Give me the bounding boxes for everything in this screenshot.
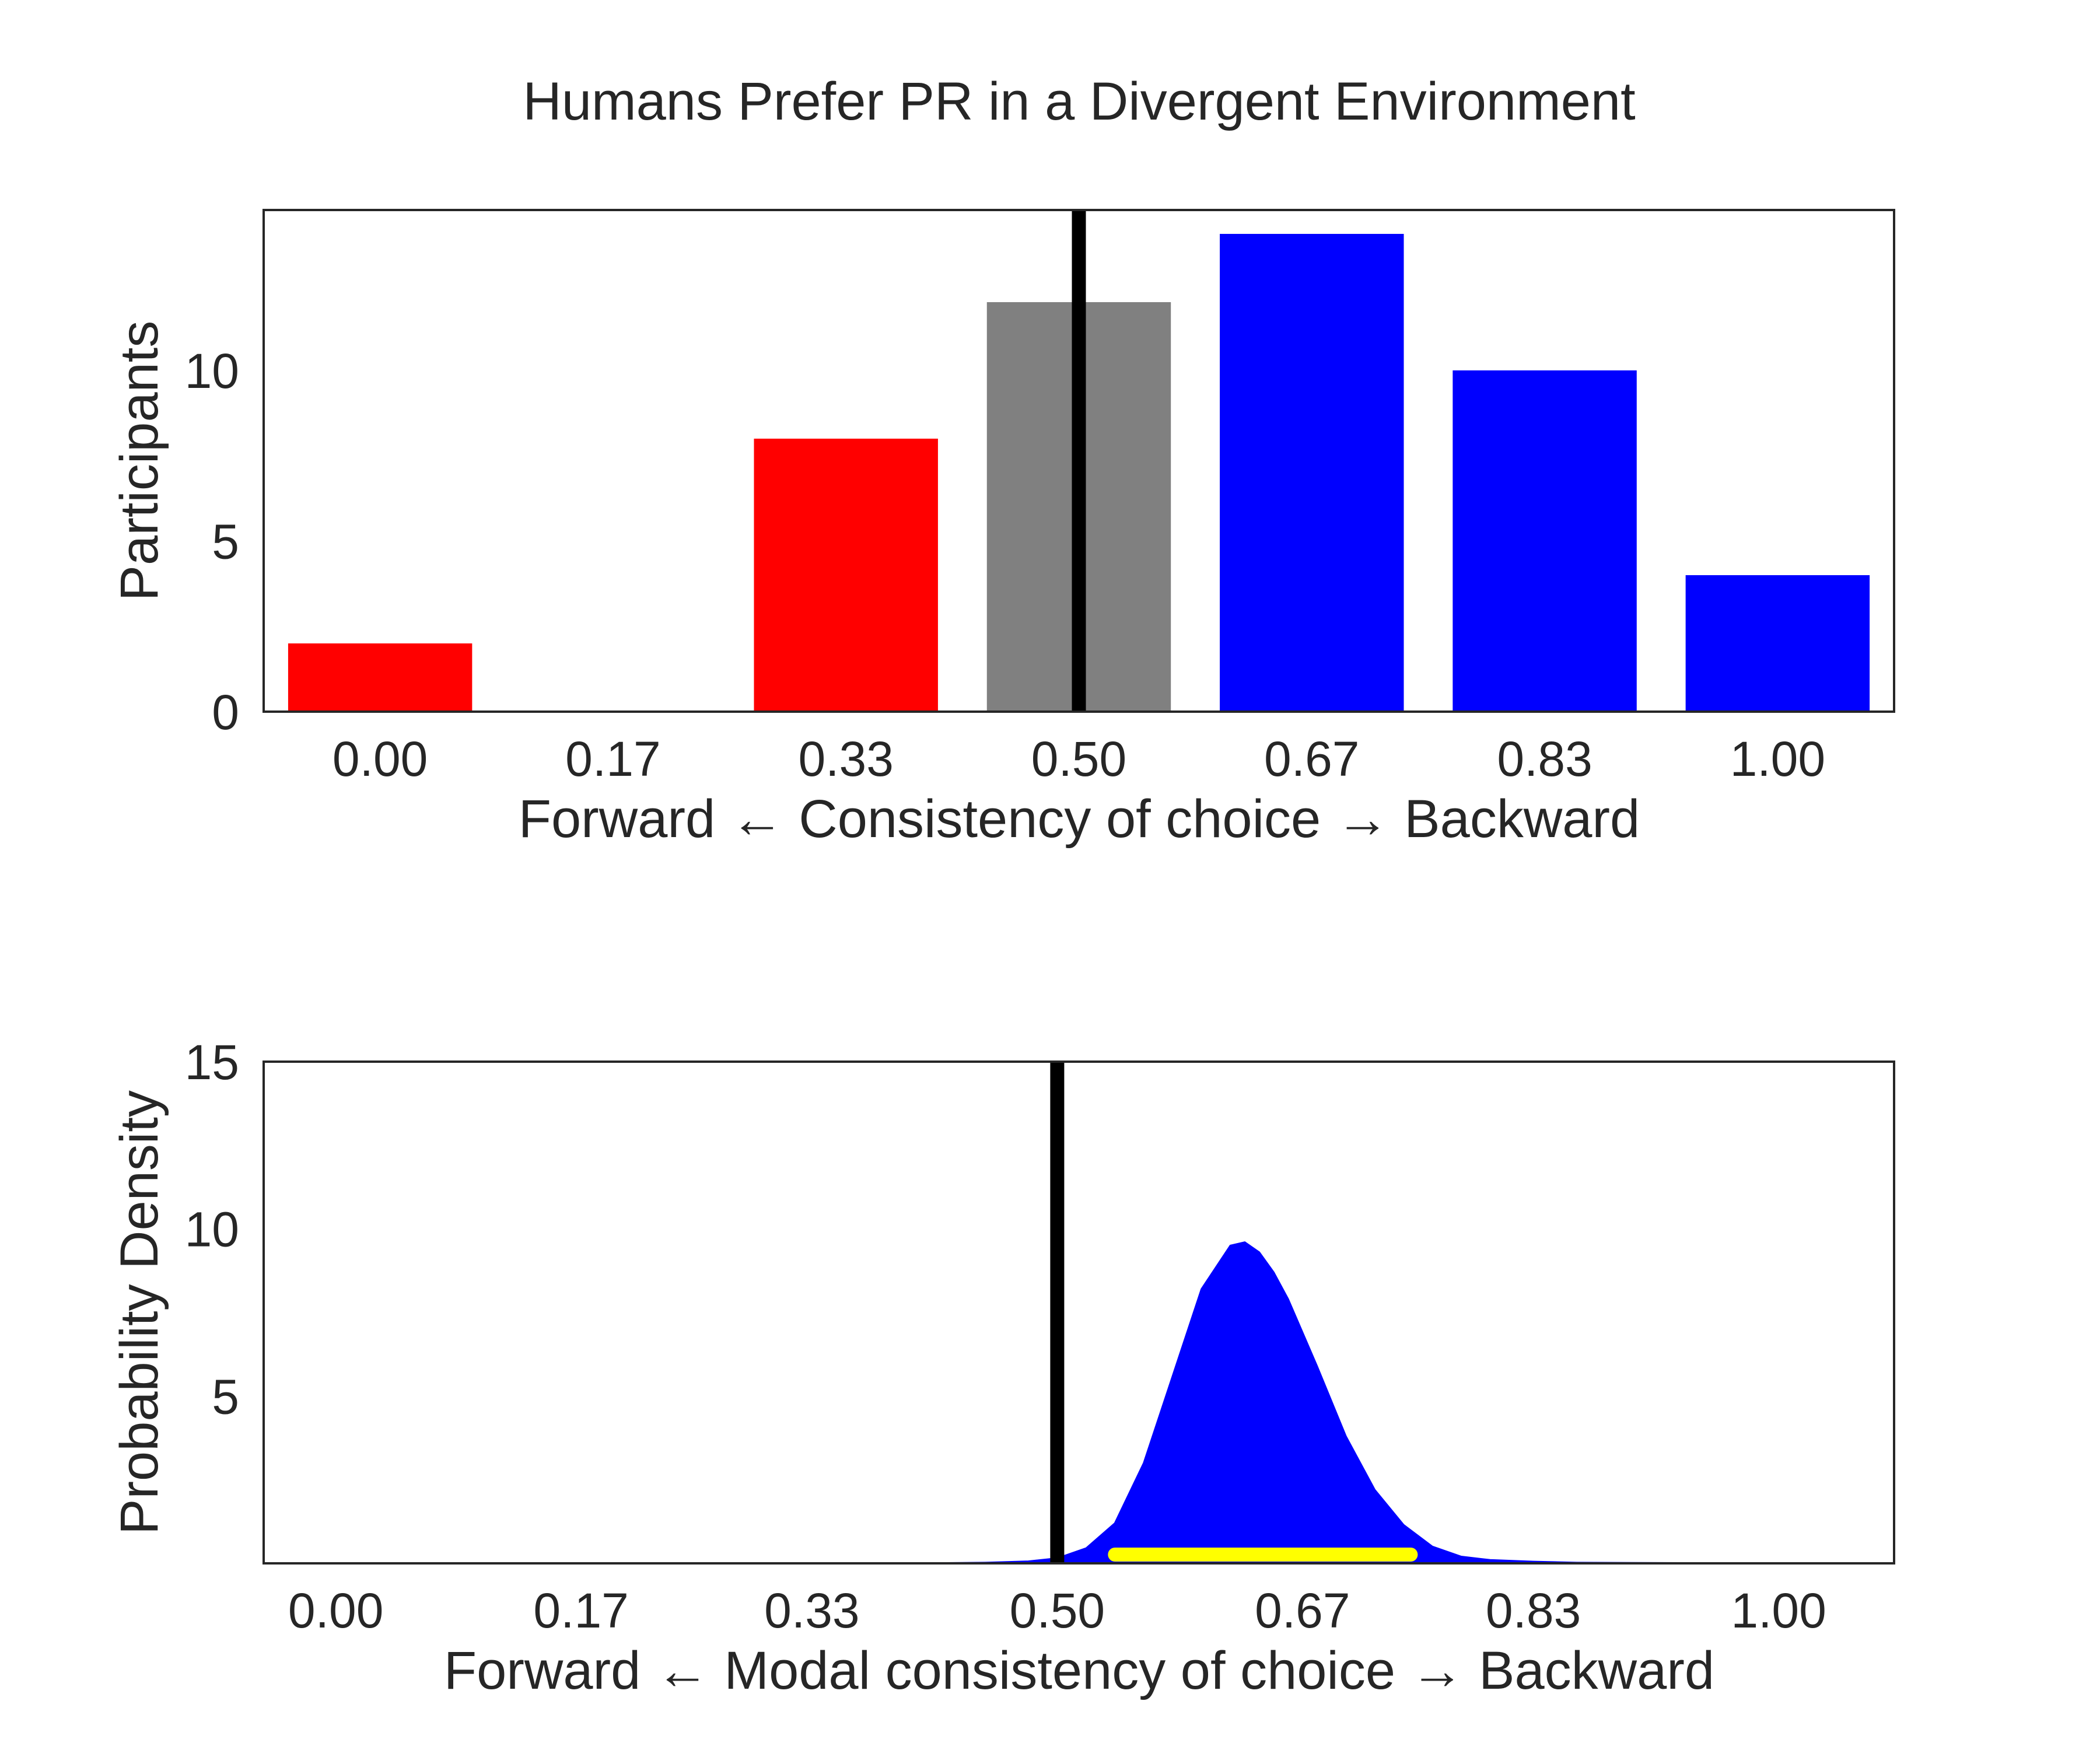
y-tick-label: 5 bbox=[212, 514, 239, 569]
x-tick-label: 0.50 bbox=[1010, 1583, 1105, 1638]
plot-frame-top bbox=[262, 209, 1895, 713]
y-tick-labels-bottom: 5 10 15 bbox=[185, 1035, 239, 1424]
x-tick-label: 0.67 bbox=[1255, 1583, 1350, 1638]
bar-0.67 bbox=[1220, 233, 1404, 712]
y-tick-label: 15 bbox=[185, 1035, 239, 1090]
x-tick-label: 0.83 bbox=[1497, 732, 1592, 786]
y-axis-label-top: Participants bbox=[110, 321, 169, 601]
x-tick-label: 0.00 bbox=[332, 732, 428, 786]
x-tick-label: 0.33 bbox=[798, 732, 894, 786]
plot-frame-bottom bbox=[262, 1060, 1895, 1564]
x-axis-label-bottom: Forward ← Modal consistency of choice → … bbox=[444, 1641, 1714, 1700]
density-area bbox=[335, 1241, 1779, 1564]
x-tick-label: 0.50 bbox=[1031, 732, 1127, 786]
x-tick-label: 0.67 bbox=[1264, 732, 1360, 786]
y-tick-label: 5 bbox=[212, 1369, 239, 1424]
y-tick-label: 10 bbox=[185, 344, 239, 398]
y-tick-label: 0 bbox=[212, 685, 239, 740]
x-axis-label-top: Forward ← Consistency of choice → Backwa… bbox=[519, 789, 1640, 849]
x-tick-label: 0.33 bbox=[764, 1583, 860, 1638]
bar-0.83 bbox=[1452, 370, 1637, 712]
participants-bar-panel: 0 5 10 0.00 0.17 0.33 0.50 0.67 0.83 1.00 Forwar… bbox=[110, 209, 1895, 849]
x-tick-label: 0.00 bbox=[288, 1583, 384, 1638]
x-tick-label: 1.00 bbox=[1731, 1583, 1826, 1638]
chart-title: Humans Prefer PR in a Divergent Environm… bbox=[523, 72, 1635, 131]
bar-series bbox=[288, 233, 1870, 712]
y-tick-labels-top: 0 5 10 bbox=[185, 344, 239, 740]
bar-1.00 bbox=[1685, 575, 1870, 712]
x-tick-labels-bottom: 0.00 0.17 0.33 0.50 0.67 0.83 1.00 bbox=[288, 1583, 1826, 1638]
x-tick-label: 0.83 bbox=[1486, 1583, 1581, 1638]
x-tick-labels-top: 0.00 0.17 0.33 0.50 0.67 0.83 1.00 bbox=[332, 732, 1825, 786]
x-tick-label: 1.00 bbox=[1730, 732, 1826, 786]
x-tick-label: 0.17 bbox=[565, 732, 661, 786]
y-tick-label: 10 bbox=[185, 1202, 239, 1257]
x-tick-label: 0.17 bbox=[533, 1583, 629, 1638]
bar-0.00 bbox=[288, 643, 473, 712]
y-axis-label-bottom: Probability Density bbox=[110, 1090, 169, 1535]
bar-0.33 bbox=[754, 438, 938, 712]
density-panel: 5 10 15 0.00 0.17 0.33 0.50 0.67 0.83 1.00 Forwa… bbox=[110, 1035, 1895, 1700]
